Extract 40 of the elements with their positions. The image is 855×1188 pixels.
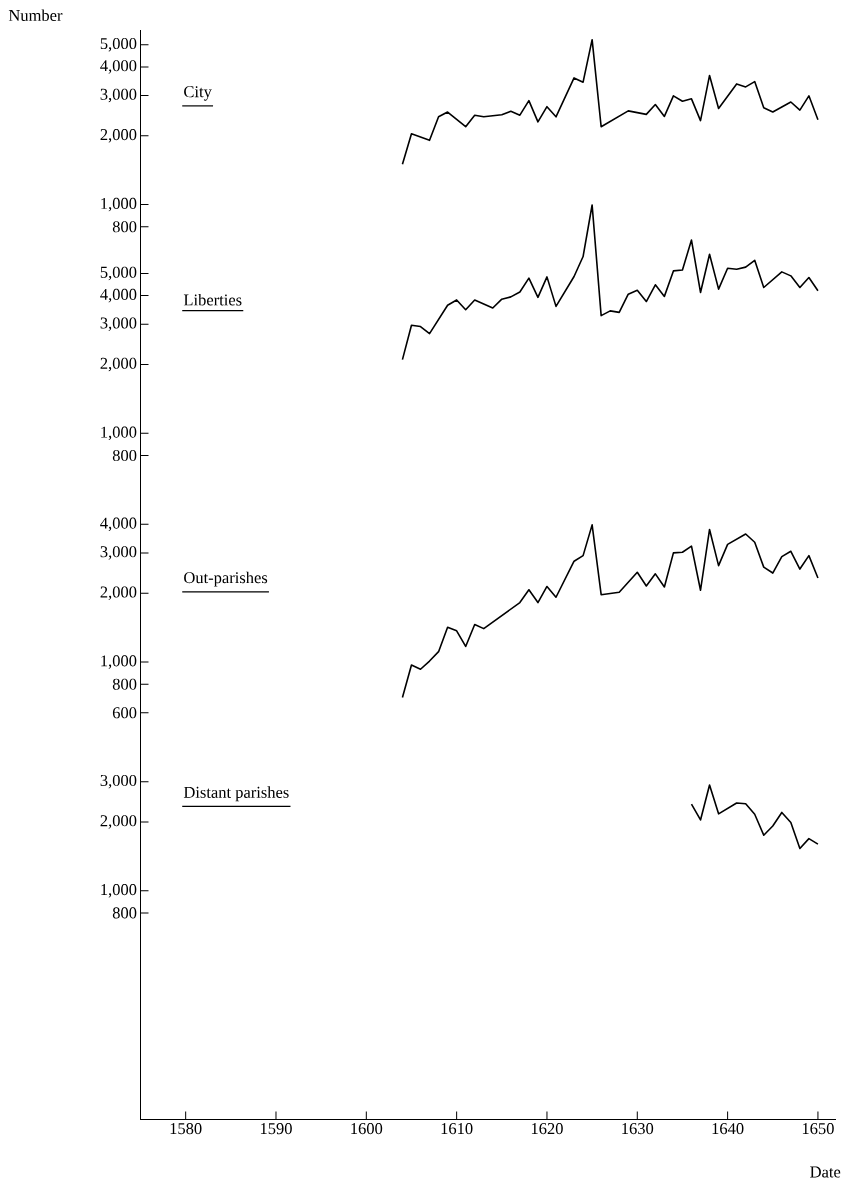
y-tick-label: 4,000 [100, 517, 137, 532]
line-series [690, 784, 819, 850]
y-axis-title: Number [8, 9, 63, 21]
y-tick-label: 600 [112, 707, 137, 719]
y-tick-label: 2,000 [100, 586, 137, 600]
y-tick-label: 4,000 [100, 60, 137, 74]
y-tick-label: 1,000 [101, 655, 137, 669]
text: City [184, 86, 212, 101]
y-tick-label: 3,000 [100, 546, 137, 560]
line-series [401, 38, 819, 166]
y-tick-label: 800 [112, 678, 137, 690]
y-tick-label: 1,000 [101, 884, 137, 898]
y-tick-label: 3,000 [100, 774, 137, 789]
text: Liberties [183, 293, 242, 306]
y-tick-label: 3,000 [100, 88, 137, 103]
y-tick-label: 800 [112, 221, 137, 233]
x-tick-label: 1630 [622, 1123, 654, 1135]
y-tick-label: 2,000 [100, 815, 137, 829]
x-axis-title: Date [810, 1166, 841, 1178]
y-tick-label: 2,000 [100, 129, 137, 143]
x-tick-label: 1650 [802, 1123, 834, 1135]
x-tick-label: 1580 [170, 1123, 202, 1135]
text: Distant parishes [183, 786, 289, 802]
y-tick-label: 1,000 [101, 426, 137, 441]
y-tick-label: 1,000 [101, 197, 137, 212]
y-tick-label: 4,000 [100, 288, 137, 303]
x-tick-label: 1590 [260, 1123, 292, 1135]
y-tick-label: 5,000 [100, 37, 137, 52]
line-series [401, 204, 819, 361]
x-tick-label: 1600 [351, 1123, 383, 1135]
line-series [401, 524, 819, 699]
x-tick-label: 1620 [531, 1123, 563, 1135]
x-tick-label: 1640 [712, 1123, 744, 1135]
text: Out-parishes [184, 571, 268, 587]
x-tick-label: 1610 [441, 1123, 473, 1135]
y-tick-label: 2,000 [100, 357, 137, 372]
y-tick-label: 800 [112, 449, 137, 462]
y-tick-label: 3,000 [100, 317, 137, 331]
y-tick-label: 5,000 [100, 266, 137, 281]
y-tick-label: 800 [112, 907, 137, 919]
